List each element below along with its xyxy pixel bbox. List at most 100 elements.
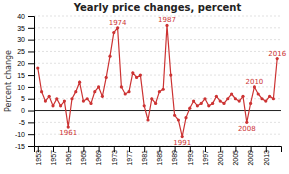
point	[36, 66, 39, 69]
point	[177, 118, 180, 121]
y-tick-label: -15	[15, 143, 25, 150]
point	[192, 99, 195, 102]
point	[44, 99, 47, 102]
point	[272, 97, 275, 100]
y-tick-label: 0	[21, 107, 25, 114]
y-tick: 10	[17, 84, 34, 91]
point	[173, 114, 176, 117]
x-tick-label: 1965	[80, 150, 87, 166]
y-tick-label: -10	[15, 131, 25, 138]
x-tick-label: 2009	[247, 150, 254, 166]
y-tick-mark	[28, 63, 34, 64]
y-tick-mark	[28, 122, 34, 123]
x-tick: 1965	[80, 146, 87, 166]
y-tick-mark	[28, 75, 34, 76]
y-tick: 35	[17, 25, 34, 32]
y-tick-label: 35	[17, 25, 25, 32]
y-tick: -10	[15, 131, 34, 138]
point	[97, 85, 100, 88]
point	[146, 118, 149, 121]
annotation: 2016	[268, 50, 286, 58]
point	[127, 90, 130, 93]
y-tick: 40	[17, 13, 34, 20]
title: Yearly price changes, percent	[73, 2, 242, 13]
point	[219, 99, 222, 102]
grid-line	[34, 63, 281, 64]
point	[215, 95, 218, 98]
y-tick: 20	[17, 60, 34, 67]
point	[108, 55, 111, 58]
point	[78, 81, 81, 84]
point	[200, 102, 203, 105]
point	[226, 97, 229, 100]
point	[241, 95, 244, 98]
x-tick-label: 1953	[35, 150, 42, 166]
x-tick: 2005	[232, 146, 239, 166]
x-tick: 1997	[202, 146, 209, 166]
point	[257, 92, 260, 95]
point	[203, 97, 206, 100]
point	[124, 92, 127, 95]
y-tick-mark	[28, 134, 34, 135]
point	[245, 121, 248, 124]
x-tick-label: 1961	[65, 150, 72, 166]
point	[40, 90, 43, 93]
grid	[34, 16, 281, 146]
point	[86, 97, 89, 100]
point	[74, 90, 77, 93]
y-tick-mark	[28, 40, 34, 41]
point	[211, 102, 214, 105]
point	[70, 97, 73, 100]
x-tick-label: 1957	[50, 150, 57, 166]
point	[184, 116, 187, 119]
x-tick: 2009	[247, 146, 254, 166]
point	[82, 99, 85, 102]
y-tick: -5	[19, 119, 34, 126]
y-tick-mark	[28, 146, 34, 147]
point	[207, 104, 210, 107]
point	[120, 85, 123, 88]
grid-line	[34, 51, 281, 52]
point	[154, 102, 157, 105]
point	[67, 125, 70, 128]
point	[234, 97, 237, 100]
x-tick: 1973	[111, 146, 118, 166]
x-tick: 1961	[65, 146, 72, 166]
point	[196, 104, 199, 107]
point	[139, 73, 142, 76]
point	[230, 92, 233, 95]
chart: Yearly price changes, percent Percent cha…	[0, 0, 289, 174]
annotation: 1961	[59, 129, 77, 137]
y-tick-mark	[28, 16, 34, 17]
x-tick-label: 1993	[187, 150, 194, 166]
grid-line	[34, 39, 281, 40]
point	[260, 97, 263, 100]
y-tick: 5	[21, 95, 34, 102]
y-tick: -15	[15, 143, 34, 150]
point	[264, 99, 267, 102]
point	[188, 107, 191, 110]
y-tick-label: 15	[17, 72, 25, 79]
x-tick: 1993	[187, 146, 194, 166]
x-tick-label: 1973	[111, 150, 118, 166]
x-tick: 1985	[156, 146, 163, 166]
annotation: 1974	[109, 19, 127, 27]
y-tick-label: 30	[17, 36, 25, 43]
grid-line	[34, 86, 281, 87]
x-tick: 2001	[217, 146, 224, 166]
point	[105, 76, 108, 79]
x-tick-label: 2001	[217, 150, 224, 166]
y-tick: 30	[17, 36, 34, 43]
point	[268, 95, 271, 98]
y-tick-mark	[28, 111, 34, 112]
y-tick-mark	[28, 87, 34, 88]
x-tick-label: 1977	[126, 150, 133, 166]
point	[222, 102, 225, 105]
annotation: 2008	[238, 125, 256, 133]
point	[112, 31, 115, 34]
y-axis-title: Percent change	[4, 50, 13, 112]
x-tick: 1981	[141, 146, 148, 166]
y-tick-label: 10	[17, 84, 25, 91]
x-tick: 1957	[50, 146, 57, 166]
plot-area	[36, 24, 279, 138]
